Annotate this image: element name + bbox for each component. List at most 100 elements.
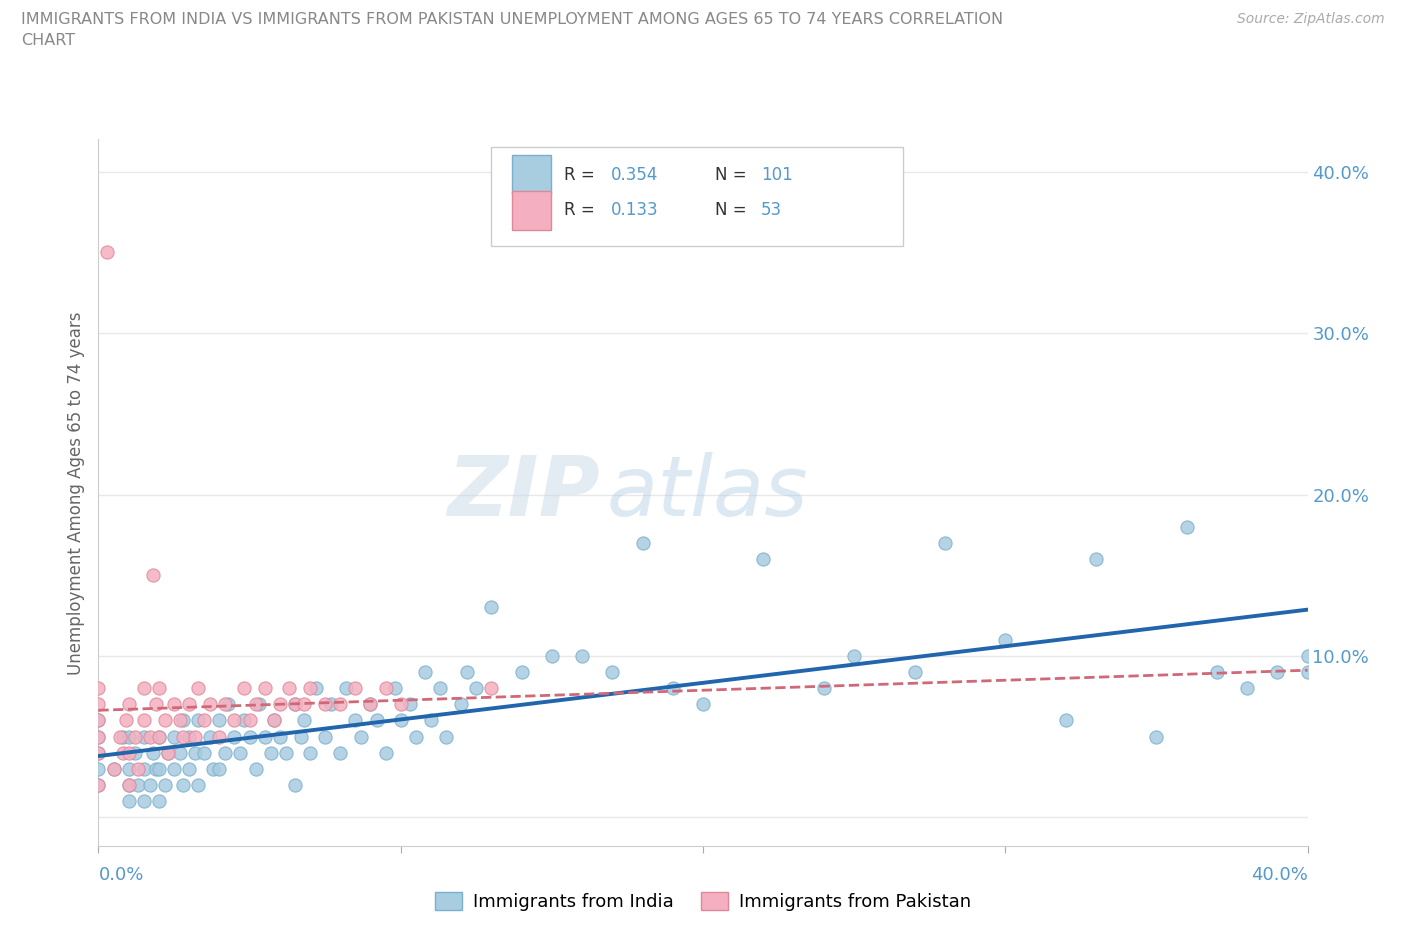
Point bbox=[224, 729, 246, 744]
Text: 0.0%: 0.0% bbox=[98, 866, 143, 884]
Point bbox=[299, 745, 322, 760]
Point bbox=[114, 713, 136, 728]
Point bbox=[1144, 729, 1167, 744]
Point bbox=[200, 729, 222, 744]
Point bbox=[692, 697, 714, 711]
Text: ZIP: ZIP bbox=[447, 452, 600, 534]
Point bbox=[224, 713, 246, 728]
Point bbox=[193, 713, 215, 728]
Point bbox=[208, 729, 231, 744]
Legend: Immigrants from India, Immigrants from Pakistan: Immigrants from India, Immigrants from P… bbox=[427, 884, 979, 919]
Point bbox=[139, 729, 162, 744]
Point bbox=[87, 713, 110, 728]
Point bbox=[169, 713, 191, 728]
Point bbox=[87, 745, 110, 760]
Point bbox=[284, 777, 307, 792]
Text: CHART: CHART bbox=[21, 33, 75, 47]
Text: 53: 53 bbox=[761, 201, 782, 219]
Point bbox=[329, 697, 352, 711]
Point bbox=[314, 697, 336, 711]
Point bbox=[292, 697, 315, 711]
Point bbox=[247, 697, 270, 711]
Point bbox=[163, 729, 186, 744]
Point bbox=[813, 681, 835, 696]
Point bbox=[187, 713, 209, 728]
Point bbox=[208, 762, 231, 777]
Point bbox=[118, 697, 141, 711]
Text: Source: ZipAtlas.com: Source: ZipAtlas.com bbox=[1237, 12, 1385, 26]
Point bbox=[200, 697, 222, 711]
Point bbox=[118, 777, 141, 792]
Point bbox=[571, 648, 593, 663]
Point bbox=[118, 793, 141, 808]
Point bbox=[1265, 665, 1288, 680]
Point bbox=[434, 729, 457, 744]
Point bbox=[344, 681, 367, 696]
Point bbox=[87, 681, 110, 696]
Point bbox=[148, 681, 170, 696]
Point bbox=[1296, 665, 1319, 680]
Point bbox=[156, 745, 179, 760]
Point bbox=[239, 713, 262, 728]
Text: 101: 101 bbox=[761, 166, 793, 184]
Point bbox=[169, 745, 191, 760]
Point bbox=[87, 762, 110, 777]
Point bbox=[290, 729, 312, 744]
Text: N =: N = bbox=[716, 201, 752, 219]
Point bbox=[148, 762, 170, 777]
Point bbox=[132, 762, 155, 777]
Point bbox=[118, 729, 141, 744]
Point bbox=[118, 745, 141, 760]
Point bbox=[481, 600, 503, 615]
Point bbox=[142, 567, 165, 582]
Point bbox=[87, 745, 110, 760]
Point bbox=[232, 713, 254, 728]
Point bbox=[229, 745, 252, 760]
Point bbox=[344, 713, 367, 728]
Point bbox=[1206, 665, 1229, 680]
Point bbox=[214, 745, 236, 760]
Point bbox=[187, 681, 209, 696]
Point bbox=[118, 762, 141, 777]
Point bbox=[142, 745, 165, 760]
Point bbox=[124, 729, 146, 744]
Point bbox=[87, 777, 110, 792]
Point bbox=[108, 729, 131, 744]
Text: atlas: atlas bbox=[606, 452, 808, 534]
Point bbox=[631, 536, 654, 551]
Point bbox=[184, 729, 207, 744]
Point bbox=[321, 697, 343, 711]
Point bbox=[284, 697, 307, 711]
Point bbox=[510, 665, 533, 680]
Point bbox=[96, 245, 118, 259]
Point bbox=[118, 777, 141, 792]
Point bbox=[1054, 713, 1077, 728]
Point bbox=[602, 665, 624, 680]
Text: N =: N = bbox=[716, 166, 752, 184]
Text: 0.354: 0.354 bbox=[612, 166, 658, 184]
Point bbox=[360, 697, 382, 711]
Point bbox=[172, 777, 194, 792]
Point bbox=[1236, 681, 1258, 696]
Point bbox=[177, 729, 201, 744]
Point bbox=[111, 745, 134, 760]
Point bbox=[360, 697, 382, 711]
Point bbox=[994, 632, 1017, 647]
Point bbox=[277, 681, 299, 696]
Point bbox=[132, 713, 155, 728]
Point bbox=[127, 777, 149, 792]
Point bbox=[450, 697, 472, 711]
Point bbox=[314, 729, 336, 744]
Point bbox=[419, 713, 441, 728]
Point bbox=[481, 681, 503, 696]
Point bbox=[132, 793, 155, 808]
Point bbox=[172, 713, 194, 728]
Point bbox=[148, 729, 170, 744]
Point bbox=[661, 681, 683, 696]
Point bbox=[87, 729, 110, 744]
Point bbox=[456, 665, 478, 680]
Point bbox=[172, 729, 194, 744]
Point bbox=[405, 729, 427, 744]
Point bbox=[335, 681, 357, 696]
Point bbox=[934, 536, 956, 551]
